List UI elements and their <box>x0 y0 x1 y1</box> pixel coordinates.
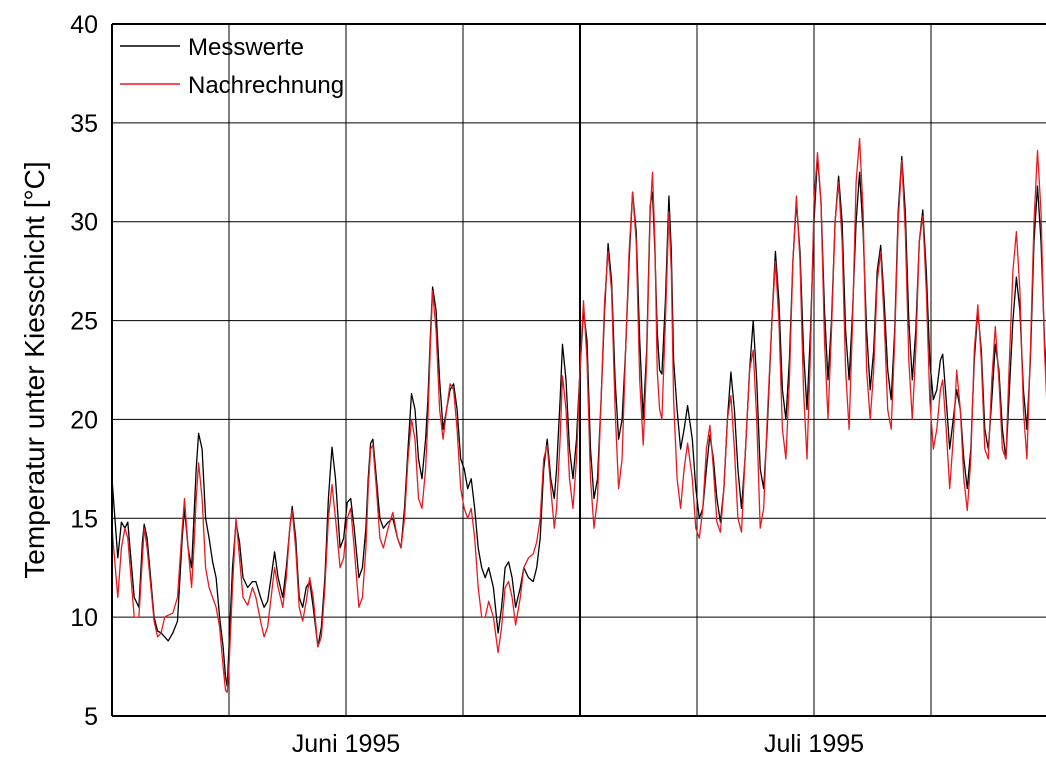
y-tick-label: 5 <box>84 703 98 731</box>
x-period-label: Juni 1995 <box>292 730 400 758</box>
y-tick-label: 10 <box>70 604 98 632</box>
y-tick-label: 40 <box>70 11 98 39</box>
y-tick-label: 15 <box>70 505 98 533</box>
series-line-nachrechnung <box>111 138 1046 693</box>
axes <box>111 23 1046 717</box>
x-period-label: Juli 1995 <box>764 730 864 758</box>
y-tick-label: 35 <box>70 110 98 138</box>
y-tick-label: 25 <box>70 308 98 336</box>
y-axis-label: Temperatur unter Kiesschicht [°C] <box>19 161 50 578</box>
y-tick-label: 20 <box>70 406 98 434</box>
series-lines <box>111 138 1046 693</box>
x-period-labels: Juni 1995 Juli 1995 <box>292 730 864 758</box>
y-tick-labels: 5 10 15 20 25 30 35 40 <box>70 11 98 731</box>
legend: Messwerte Nachrechnung <box>120 34 344 99</box>
y-tick-label: 30 <box>70 209 98 237</box>
legend-label: Nachrechnung <box>188 72 344 99</box>
legend-label: Messwerte <box>188 34 304 61</box>
